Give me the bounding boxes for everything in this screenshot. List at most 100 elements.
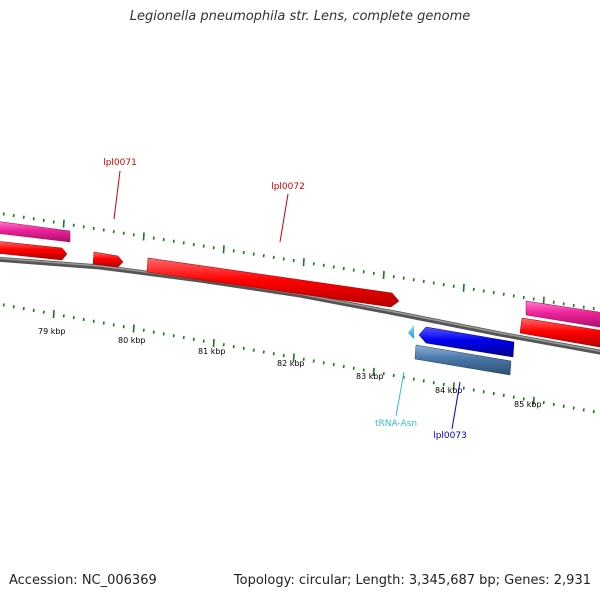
inner-track-minor-tick [162,332,165,336]
outer-track-minor-tick [562,302,565,306]
tick-label-82: 82 kbp [277,359,305,368]
inner-track-minor-tick [542,400,545,405]
outer-track-minor-tick [102,228,105,232]
outer-track-minor-tick [482,289,485,293]
inner-track-minor-tick [322,361,325,365]
inner-track-major-tick [372,367,375,376]
inner-track-minor-tick [242,346,245,351]
inner-track-minor-tick [492,391,495,396]
genome-summary-text: Topology: circular; Length: 3,345,687 bp… [233,573,591,588]
outer-track-minor-tick [552,300,555,304]
inner-track-minor-tick [272,352,275,356]
outer-track-minor-tick [392,274,395,279]
outer-track-major-tick [142,232,145,241]
outer-track-minor-tick [132,233,135,237]
inner-track-minor-tick [352,366,355,370]
tick-label-79: 79 kbp [38,327,66,336]
outer-track-minor-tick [292,258,295,263]
inner-track-minor-tick [142,328,145,332]
inner-tick-marks [2,303,595,414]
outer-track-major-tick [222,245,225,254]
outer-track-minor-tick [162,238,165,242]
inner-track-minor-tick [182,335,185,340]
outer-track-minor-tick [422,279,425,284]
outer-track-minor-tick [192,242,195,247]
outer-track-minor-tick [42,218,45,223]
outer-track-minor-tick [412,278,415,282]
inner-track-minor-tick [312,359,315,363]
outer-track-minor-tick [372,271,375,276]
inner-track-minor-tick [102,321,105,325]
outer-track-minor-tick [272,255,275,259]
feature-lpl0071[interactable] [92,251,124,268]
outer-track-major-tick [542,296,545,305]
inner-track-minor-tick [2,303,5,307]
feature-pink-left[interactable] [0,221,71,243]
outer-track-minor-tick [232,249,235,253]
outer-track-minor-tick [322,263,325,267]
outer-track-major-tick [302,258,305,267]
outer-track-minor-tick [32,217,35,221]
outer-track-minor-tick [452,284,455,288]
feature-pink-right[interactable] [525,300,600,328]
inner-track-major-tick [452,382,455,391]
inner-track-minor-tick [262,350,265,354]
inner-track-minor-tick [362,368,365,372]
outer-track-minor-tick [72,223,75,227]
inner-track-minor-tick [522,397,525,401]
tick-label-81: 81 kbp [198,347,226,356]
outer-track-minor-tick [122,231,125,235]
inner-track-minor-tick [432,381,435,385]
inner-track-minor-tick [202,339,205,343]
leader-lpl0071 [113,170,121,220]
outer-track-major-tick [462,283,465,292]
outer-track-minor-tick [522,295,525,300]
outer-track-minor-tick [432,281,435,285]
tick-label-85: 85 kbp [514,400,542,409]
outer-track-minor-tick [12,213,15,218]
outer-track-minor-tick [592,307,595,311]
inner-track-minor-tick [412,377,415,381]
outer-track-minor-tick [82,225,85,229]
feature-red-right[interactable] [519,317,600,348]
outer-track-minor-tick [352,268,355,272]
tick-labels: 79 kbp 80 kbp 81 kbp 82 kbp 83 kbp 84 kb… [38,327,542,409]
outer-track-minor-tick [212,246,215,250]
feature-lpl0072[interactable] [146,257,400,308]
inner-track-minor-tick [282,353,285,358]
inner-track-minor-tick [32,308,35,313]
inner-track-minor-tick [592,410,595,414]
inner-track-minor-tick [222,343,225,347]
inner-track-minor-tick [62,314,65,318]
outer-track-minor-tick [282,257,285,261]
feature-gene-reverse[interactable] [414,344,512,376]
label-lpl0071: lpl0071 [103,158,137,168]
inner-track-minor-tick [512,395,515,399]
outer-track-minor-tick [52,220,55,224]
outer-track-minor-tick [582,305,585,309]
outer-track-minor-tick [202,244,205,248]
outer-track-minor-tick [572,303,575,308]
inner-track-minor-tick [402,375,405,379]
inner-track-minor-tick [422,379,425,383]
inner-track-minor-tick [252,348,255,352]
outer-track-major-tick [382,270,385,280]
outer-track-minor-tick [332,265,335,269]
inner-track-minor-tick [302,357,305,361]
outer-track-minor-tick [152,236,155,240]
outer-track-minor-tick [512,294,515,298]
inner-track-minor-tick [552,402,555,407]
feature-red-left[interactable] [0,241,68,261]
inner-track-minor-tick [92,319,95,323]
outer-track-minor-tick [262,254,265,258]
map-title: Legionella pneumophila str. Lens, comple… [129,9,471,24]
inner-track-major-tick [52,309,55,319]
label-lpl0072: lpl0072 [271,182,305,192]
feature-trna-asn[interactable] [408,325,414,339]
feature-lpl0073[interactable] [418,326,515,358]
outer-track-minor-tick [182,241,185,245]
accession-text: Accession: NC_006369 [9,573,157,588]
inner-track-minor-tick [482,390,485,394]
outer-track-minor-tick [362,270,365,274]
